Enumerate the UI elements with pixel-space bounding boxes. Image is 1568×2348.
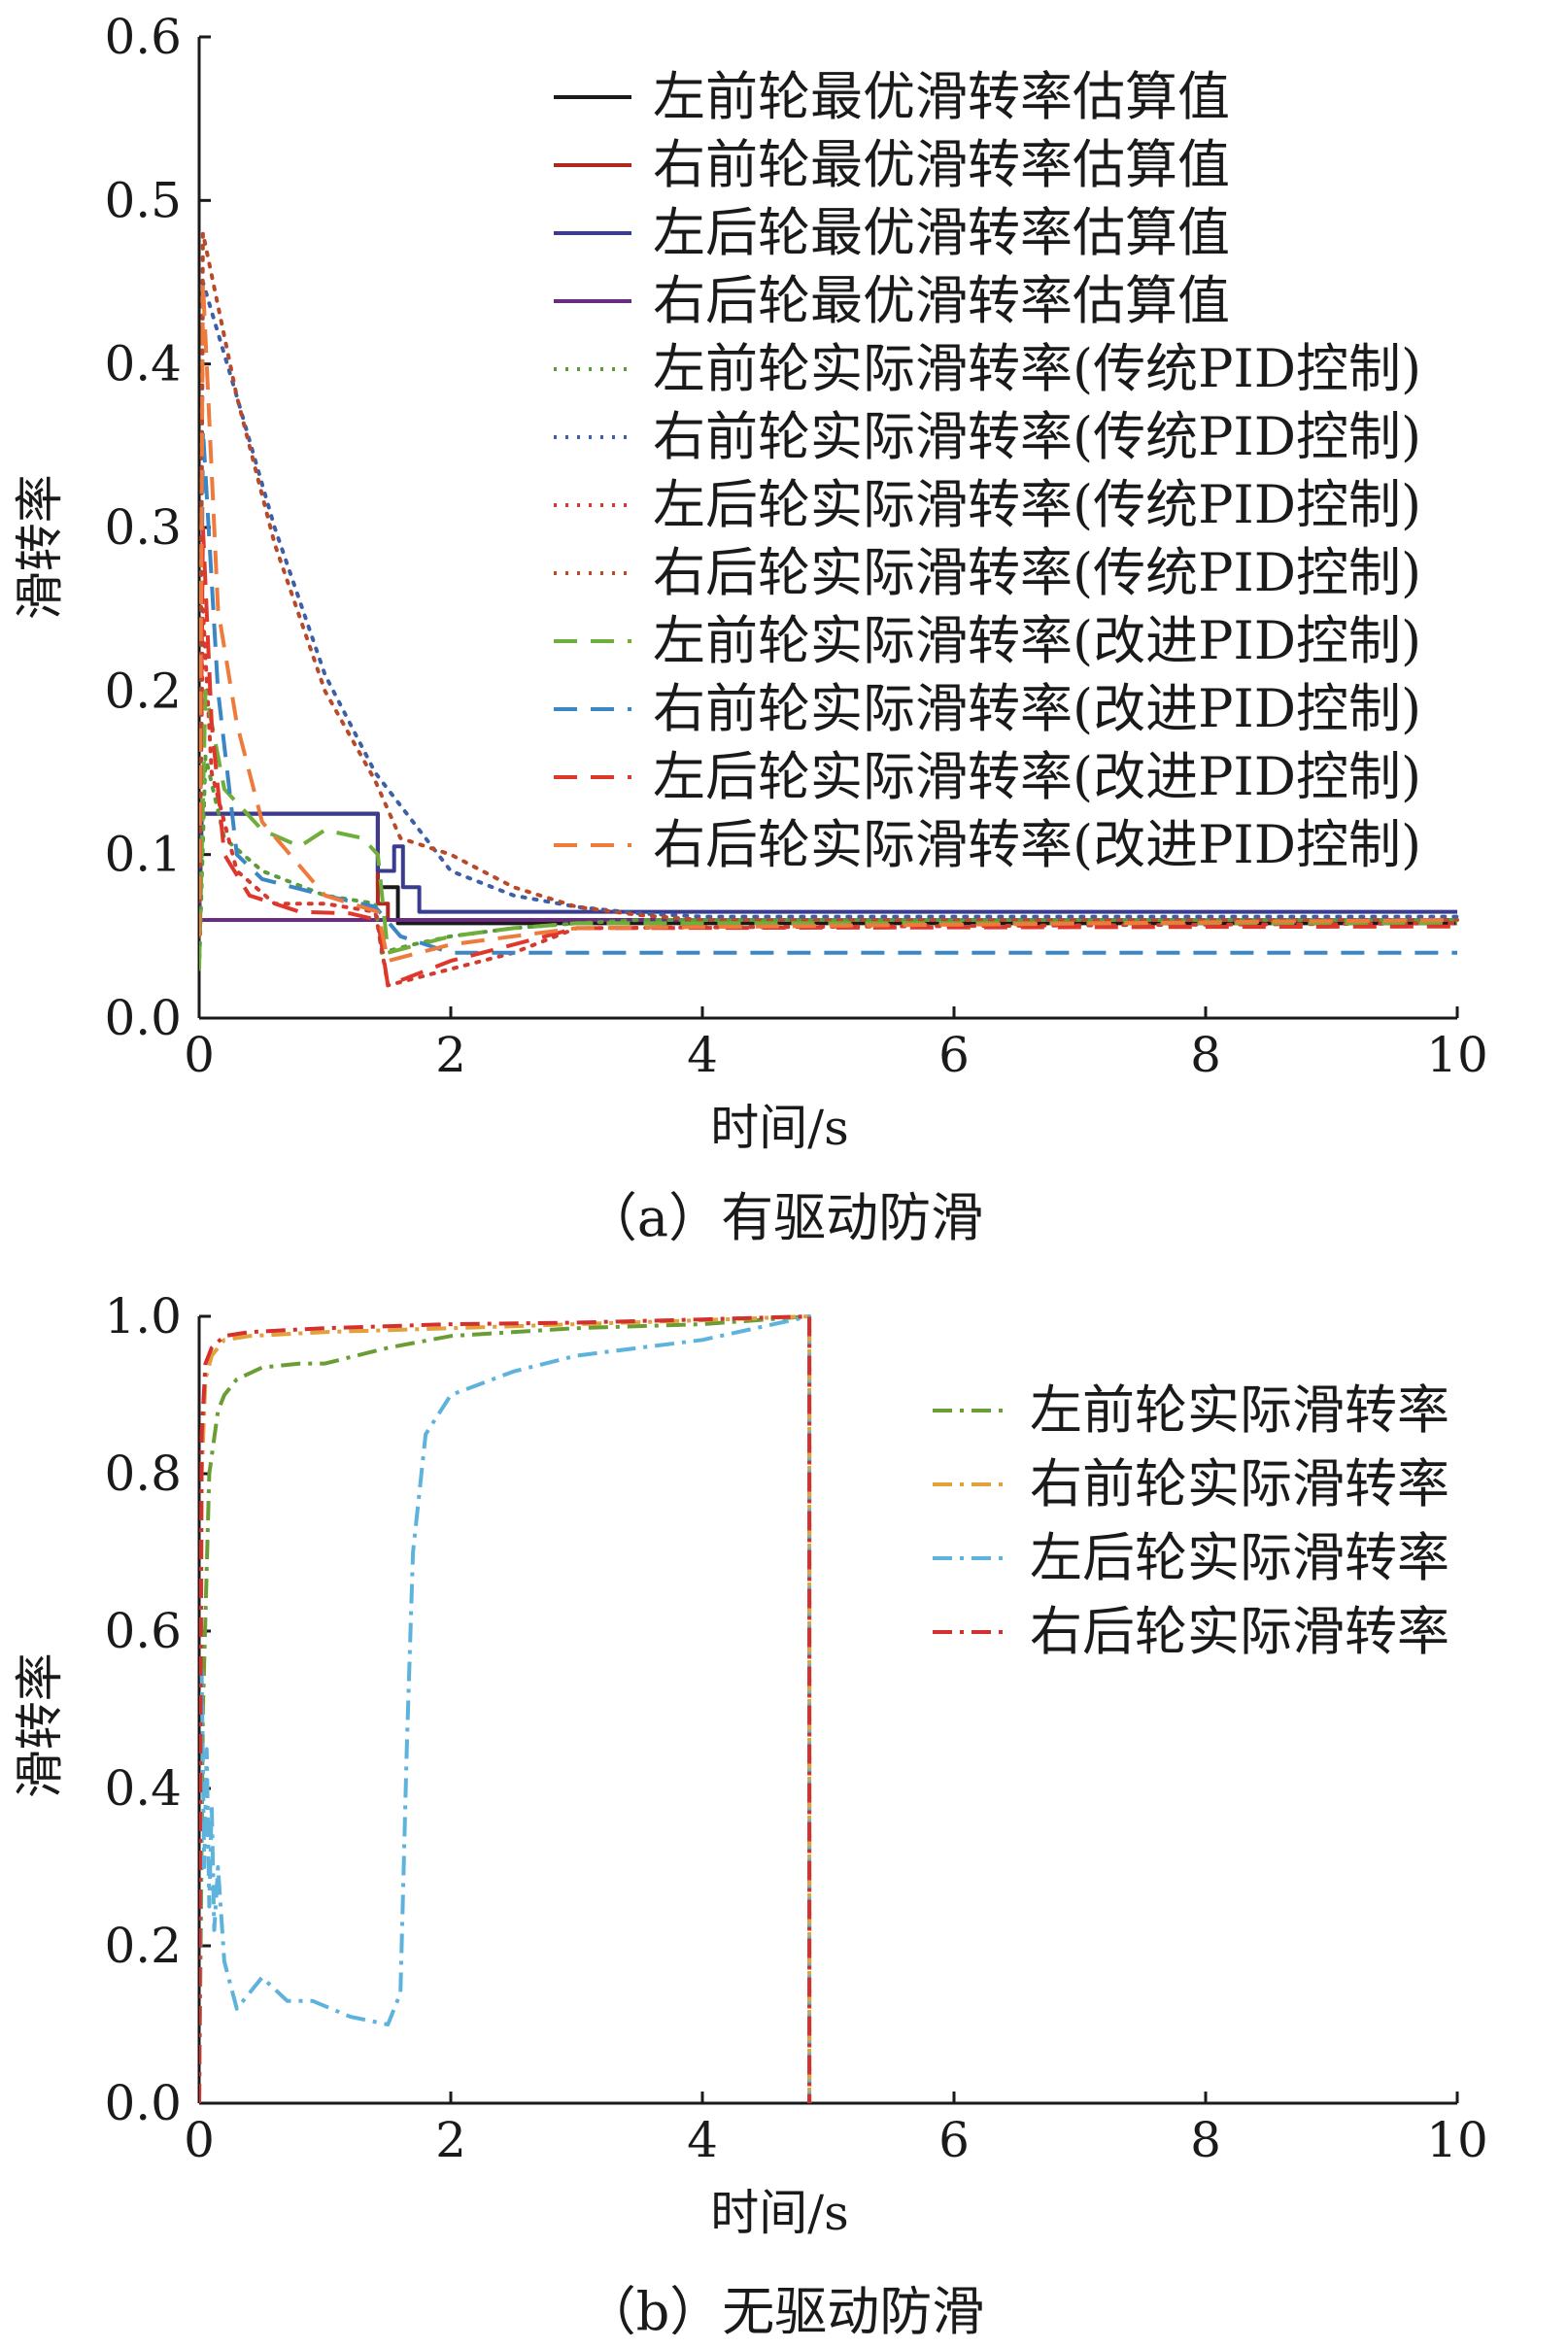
chart-b: 0 2 4 6 8 10 0.0 0.2 0.4 0.6 0.8 1.0 时间/s 滑转率 左前轮实际滑转率… xyxy=(12,1288,1488,2241)
x-tick-label: 2 xyxy=(435,1027,466,1083)
legend-label-6: 左后轮实际滑转率(传统PID控制) xyxy=(653,474,1421,535)
series-line-2 xyxy=(199,811,1457,921)
legend-label-8: 左前轮实际滑转率(改进PID控制) xyxy=(653,610,1421,671)
legend-label-3: 右后轮实际滑转率 xyxy=(1030,1601,1449,1662)
y-tick-label: 0.4 xyxy=(104,336,182,392)
series-line-7 xyxy=(199,231,1459,938)
caption-a: （a）有驱动防滑 xyxy=(585,1187,983,1248)
x-tick-label: 8 xyxy=(1190,1027,1221,1083)
legend-label-0: 左前轮实际滑转率 xyxy=(1030,1379,1449,1441)
legend-label-9: 右前轮实际滑转率(改进PID控制) xyxy=(653,678,1421,739)
legend-label-4: 左前轮实际滑转率(传统PID控制) xyxy=(653,338,1421,399)
x-tick-label: 2 xyxy=(435,2112,466,2168)
y-tick-label: 0.5 xyxy=(104,172,182,228)
x-tick-label: 10 xyxy=(1426,1027,1488,1083)
legend-label-10: 左后轮实际滑转率(改进PID控制) xyxy=(653,746,1421,807)
legend-label-7: 右后轮实际滑转率(传统PID控制) xyxy=(653,542,1421,603)
series-line-1 xyxy=(199,1314,812,2104)
y-axis-title: 滑转率 xyxy=(12,1652,68,1798)
y-tick-label: 0.1 xyxy=(104,827,182,883)
x-tick-label: 6 xyxy=(938,1027,970,1083)
legend-label-0: 左前轮最优滑转率估算值 xyxy=(653,66,1230,127)
y-tick-label: 0.3 xyxy=(104,499,182,556)
x-tick-label: 10 xyxy=(1426,2112,1488,2168)
legend-label-1: 右前轮最优滑转率估算值 xyxy=(653,134,1230,195)
x-tick-label: 0 xyxy=(184,1027,215,1083)
series-line-6 xyxy=(199,607,1459,988)
y-axis-title: 滑转率 xyxy=(12,474,68,620)
y-tick-label: 0.2 xyxy=(104,1918,182,1974)
y-tick-label: 0.2 xyxy=(104,663,182,719)
x-tick-label: 0 xyxy=(184,2112,215,2168)
x-axis-title: 时间/s xyxy=(710,2185,849,2241)
y-tick-label: 1.0 xyxy=(104,1288,182,1344)
x-tick-label: 6 xyxy=(938,2112,970,2168)
legend-label-5: 右前轮实际滑转率(传统PID控制) xyxy=(653,406,1421,467)
y-tick-label: 0.6 xyxy=(104,9,182,65)
series-line-3 xyxy=(199,1314,812,2104)
x-axis-title: 时间/s xyxy=(710,1100,849,1156)
legend-label-3: 右后轮最优滑转率估算值 xyxy=(653,270,1230,331)
x-tick-label: 4 xyxy=(687,2112,718,2168)
y-tick-label: 0.8 xyxy=(104,1446,182,1502)
legend-label-2: 左后轮实际滑转率 xyxy=(1030,1527,1449,1588)
y-tick-label: 0.0 xyxy=(104,990,182,1046)
series-line-8 xyxy=(199,689,1457,970)
series-line-10 xyxy=(199,526,1458,988)
series-group xyxy=(199,231,1459,988)
legend-label-1: 右前轮实际滑转率 xyxy=(1030,1453,1449,1514)
caption-b: （b）无驱动防滑 xyxy=(584,2281,985,2342)
y-tick-label: 0.0 xyxy=(104,2075,182,2131)
x-tick-label: 8 xyxy=(1190,2112,1221,2168)
y-tick-label: 0.4 xyxy=(104,1760,182,1817)
x-tick-label: 4 xyxy=(687,1027,718,1083)
series-line-0 xyxy=(199,1314,812,2104)
series-line-11 xyxy=(199,280,1458,964)
legend: 左前轮最优滑转率估算值右前轮最优滑转率估算值左后轮最优滑转率估算值右后轮最优滑转… xyxy=(554,66,1421,875)
legend-label-11: 右后轮实际滑转率(改进PID控制) xyxy=(653,814,1421,875)
series-group xyxy=(199,1314,812,2104)
legend-label-2: 左后轮最优滑转率估算值 xyxy=(653,202,1230,263)
series-line-2 xyxy=(199,1314,812,2104)
chart-a: 0 2 4 6 8 10 0.0 0.1 0.2 0.3 0.4 0.5 0.6 时间/s 滑转率 左前轮最优… xyxy=(12,9,1488,1156)
y-tick-label: 0.6 xyxy=(104,1603,182,1659)
